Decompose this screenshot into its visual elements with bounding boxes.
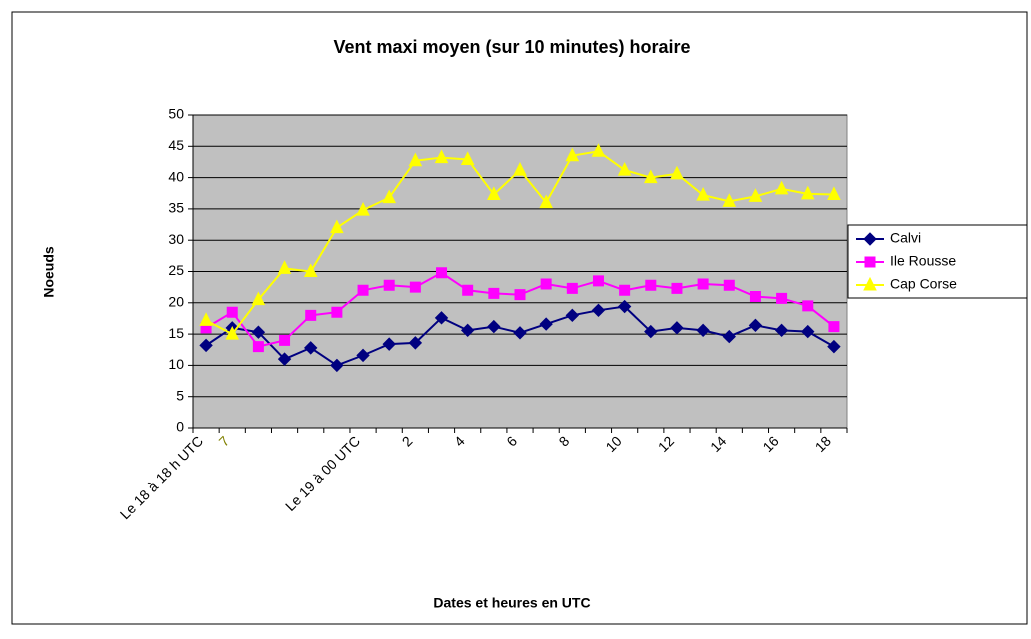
data-point [487,319,501,334]
data-point [749,291,761,303]
data-point [591,303,606,318]
y-axis-label: Noeuds [41,246,57,298]
legend-label: Cap Corse [890,276,957,292]
data-point [827,186,841,201]
legend-marker [864,256,876,268]
data-point [462,284,474,296]
y-tick-label: 20 [168,294,184,310]
legend-label: Ile Rousse [890,253,956,269]
y-tick-label: 5 [176,387,184,403]
data-point [643,169,658,184]
data-point [251,291,266,306]
data-point [382,337,396,351]
y-tick-label: 30 [168,231,184,247]
data-point [800,185,815,200]
data-point [488,287,500,299]
data-point [356,202,370,216]
data-point [279,334,291,346]
y-tick-label: 50 [168,106,184,122]
data-point [645,279,657,291]
x-axis-label: Dates et heures en UTC [433,595,590,611]
data-point [722,329,736,344]
y-tick-label: 0 [176,419,184,435]
data-point [565,308,580,323]
y-tick-label: 45 [168,137,184,153]
y-tick-label: 40 [168,168,184,184]
data-point [670,165,684,180]
data-point [776,292,788,304]
data-point [251,325,266,339]
data-point [226,306,238,318]
data-point [565,147,580,162]
data-point [540,278,552,290]
data-point [460,151,475,165]
data-point [617,299,632,314]
data-point [330,358,344,373]
data-point [487,186,501,201]
chart-title: Vent maxi moyen (sur 10 minutes) horaire [333,37,690,57]
data-point [697,278,709,290]
data-point [566,282,578,294]
data-point [434,311,449,325]
data-point [408,152,423,167]
data-point [619,284,631,296]
data-point [827,339,841,354]
data-point [539,317,553,331]
data-point [199,338,213,353]
legend-marker [863,232,877,246]
data-point [722,193,737,207]
data-point [748,188,763,202]
data-point [330,219,344,234]
data-point [513,326,527,340]
data-point [591,143,606,157]
data-point [671,282,683,294]
data-point [513,161,527,176]
data-point [670,321,684,335]
data-point [774,323,789,338]
y-tick-label: 35 [168,200,184,216]
data-point [357,284,369,296]
data-point [304,341,318,355]
data-point [828,321,840,333]
y-tick-label: 25 [168,262,184,278]
data-point [802,300,814,312]
data-point [617,161,632,176]
data-point [303,263,318,277]
data-point [277,260,292,274]
data-point [696,323,710,338]
data-point [696,187,710,201]
data-point [277,352,292,366]
data-point [539,194,553,209]
legend-label: Calvi [890,230,921,246]
data-point [408,336,423,350]
data-point [382,189,397,204]
y-tick-label: 15 [168,325,184,341]
y-tick-label: 10 [168,356,184,372]
data-point [460,323,475,338]
legend-marker [863,276,877,291]
data-point [199,312,213,326]
data-point [225,325,240,340]
data-point [331,306,343,318]
data-point [644,324,658,339]
data-point [383,279,395,291]
data-point [436,267,448,279]
data-point [409,281,421,293]
data-point [774,180,789,195]
data-point [514,289,526,301]
data-point [434,149,449,164]
data-point [252,341,264,353]
data-point [801,324,815,339]
data-point [723,279,735,291]
data-point [356,348,370,363]
data-point [748,318,763,333]
data-point [592,275,604,287]
data-point [305,309,317,321]
